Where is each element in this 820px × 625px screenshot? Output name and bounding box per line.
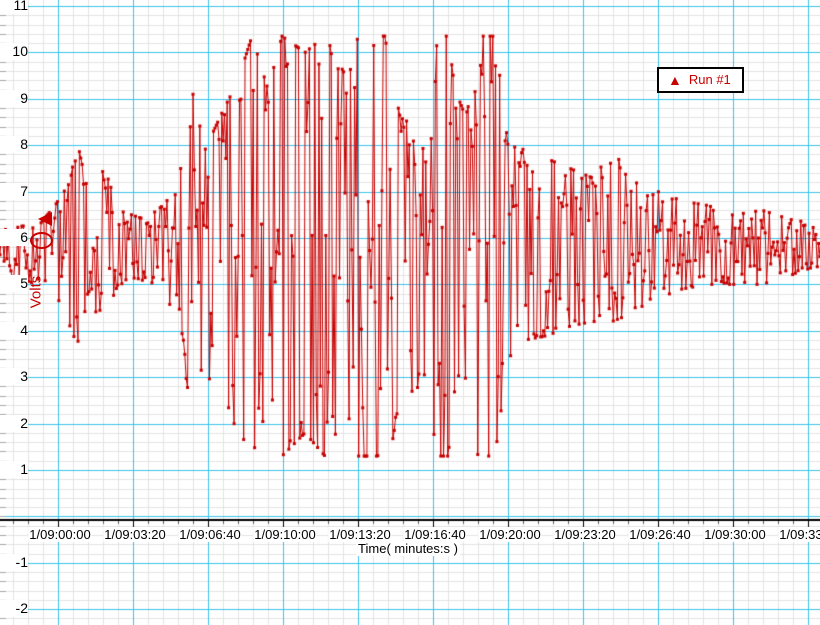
y-tick-label: 9 <box>0 89 28 107</box>
x-axis-title: Time( minutes:s ) <box>356 541 460 556</box>
x-tick-label: 1/09:10:00 <box>253 527 317 542</box>
y-tick-label: 6 <box>0 229 28 246</box>
y-tick-label: -1 <box>0 553 28 571</box>
x-tick-label: 1/09:03:20 <box>103 527 167 542</box>
x-tick-label: 1/09:20:00 <box>478 527 542 542</box>
x-tick-label: 1/09:16:40 <box>403 527 467 542</box>
x-tick-label: 1/09:26:40 <box>628 527 692 542</box>
y-axis-title: Volts <box>27 275 45 309</box>
y-tick-label: 10 <box>0 43 28 61</box>
x-tick-label: 1/09:13:20 <box>328 527 392 542</box>
y-tick-label: 3 <box>0 368 28 386</box>
y-tick-label: 2 <box>0 414 28 432</box>
y-tick-label: 1 <box>0 461 28 478</box>
x-tick-label: 1/09:33:20 <box>778 527 820 542</box>
legend-series-label: Run #1 <box>688 72 731 87</box>
x-tick-label: 1/09:00:00 <box>28 527 92 542</box>
x-tick-label: 1/09:30:00 <box>703 527 767 542</box>
y-tick-label: 11 <box>0 0 28 14</box>
x-tick-label: 1/09:23:20 <box>553 527 617 542</box>
y-tick-label: 5 <box>0 275 28 293</box>
level-cursor-icon[interactable] <box>38 212 52 227</box>
y-tick-label: 7 <box>0 182 28 200</box>
legend: ▲ Run #1 <box>657 67 744 93</box>
circle-marker-icon <box>30 232 53 250</box>
y-tick-label: 4 <box>0 321 28 339</box>
triangle-marker-icon: ▲ <box>668 71 682 88</box>
y-tick-label: 8 <box>0 136 28 154</box>
y-tick-label: -2 <box>0 600 28 618</box>
x-tick-label: 1/09:06:40 <box>178 527 242 542</box>
